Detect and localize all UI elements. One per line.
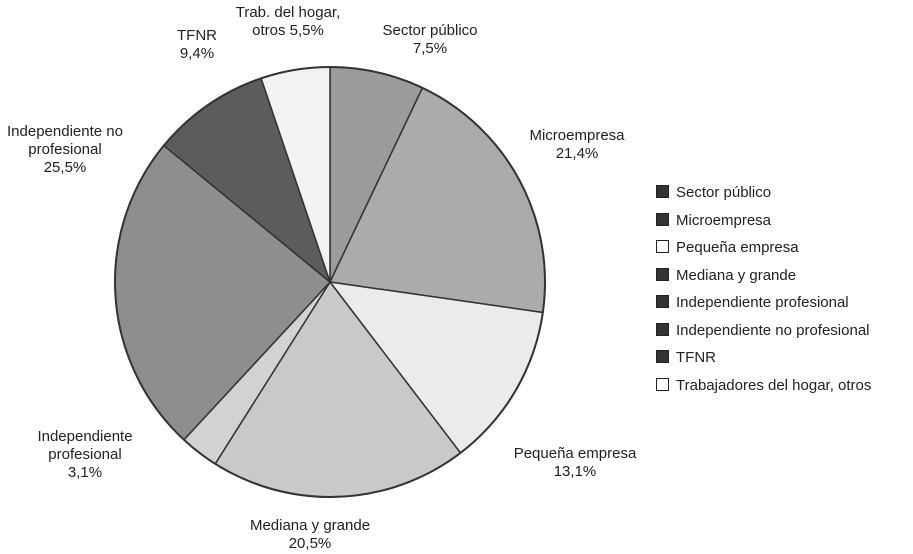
legend-swatch [656,267,669,281]
slice-label-value: 13,1% [553,463,597,480]
legend-swatch [656,212,669,226]
slice-label-name: TFNR [177,27,217,44]
legend-swatch [656,295,669,308]
slice-label-value: 21,4% [555,145,599,162]
slice-label: Microempresa 21,4% [502,127,652,163]
slice-label-name: Sector público [382,22,478,39]
legend-label: Mediana y grande [676,266,797,284]
legend-entry: Microempresa [656,212,771,229]
legend-swatch [656,185,669,198]
slice-label: Pequeña empresa 13,1% [490,445,660,481]
legend-swatch [656,377,669,391]
legend-label: Pequeña empresa [676,239,799,256]
slice-label-value: 7,5% [412,40,448,57]
legend-entry: Pequeña empresa [656,239,799,256]
slice-label-name: Trab. del hogar, otros [235,4,341,39]
slice-label: Independiente no profesional 25,5% [0,123,140,177]
slice-label: Sector público 7,5% [355,22,505,58]
slice-label-name: Microempresa [529,127,625,144]
legend-swatch [656,240,669,253]
slice-label-name: Mediana y grande [249,517,371,534]
slice-label: Trab. del hogar, otros 5,5% [226,4,351,40]
legend-entry: Sector público [656,184,771,201]
slice-label-name: Independiente no profesional [7,123,123,158]
pie-outline [114,66,546,498]
legend-entry: Mediana y grande [656,267,796,284]
slice-label-name: Independiente profesional [37,428,133,463]
slice-label-value: 5,5% [289,22,324,39]
legend-label: Independiente profesional [676,294,849,311]
legend-label: Trabajadores del hogar, otros [676,376,872,394]
legend-entry: Trabajadores del hogar, otros [656,377,871,394]
slice-label: Independiente profesional 3,1% [20,428,150,482]
legend-swatch [656,322,669,336]
legend-label: Sector público [676,184,772,201]
slice-label-value: 9,4% [179,45,215,62]
slice-label: TFNR 9,4% [167,27,227,63]
legend-entry: TFNR [656,349,716,366]
legend-label: Independiente no profesional [676,321,870,339]
legend-label: Microempresa [676,211,772,229]
slice-label-value: 20,5% [288,535,332,552]
legend-label: TFNR [676,349,716,366]
slice-label: Mediana y grande 20,5% [225,517,395,553]
legend-swatch [656,350,669,363]
legend-entry: Independiente no profesional [656,322,870,339]
slice-label-name: Pequeña empresa [513,445,637,462]
slice-label-value: 3,1% [67,464,103,481]
slice-label-value: 25,5% [43,159,87,176]
legend-entry: Independiente profesional [656,294,849,311]
